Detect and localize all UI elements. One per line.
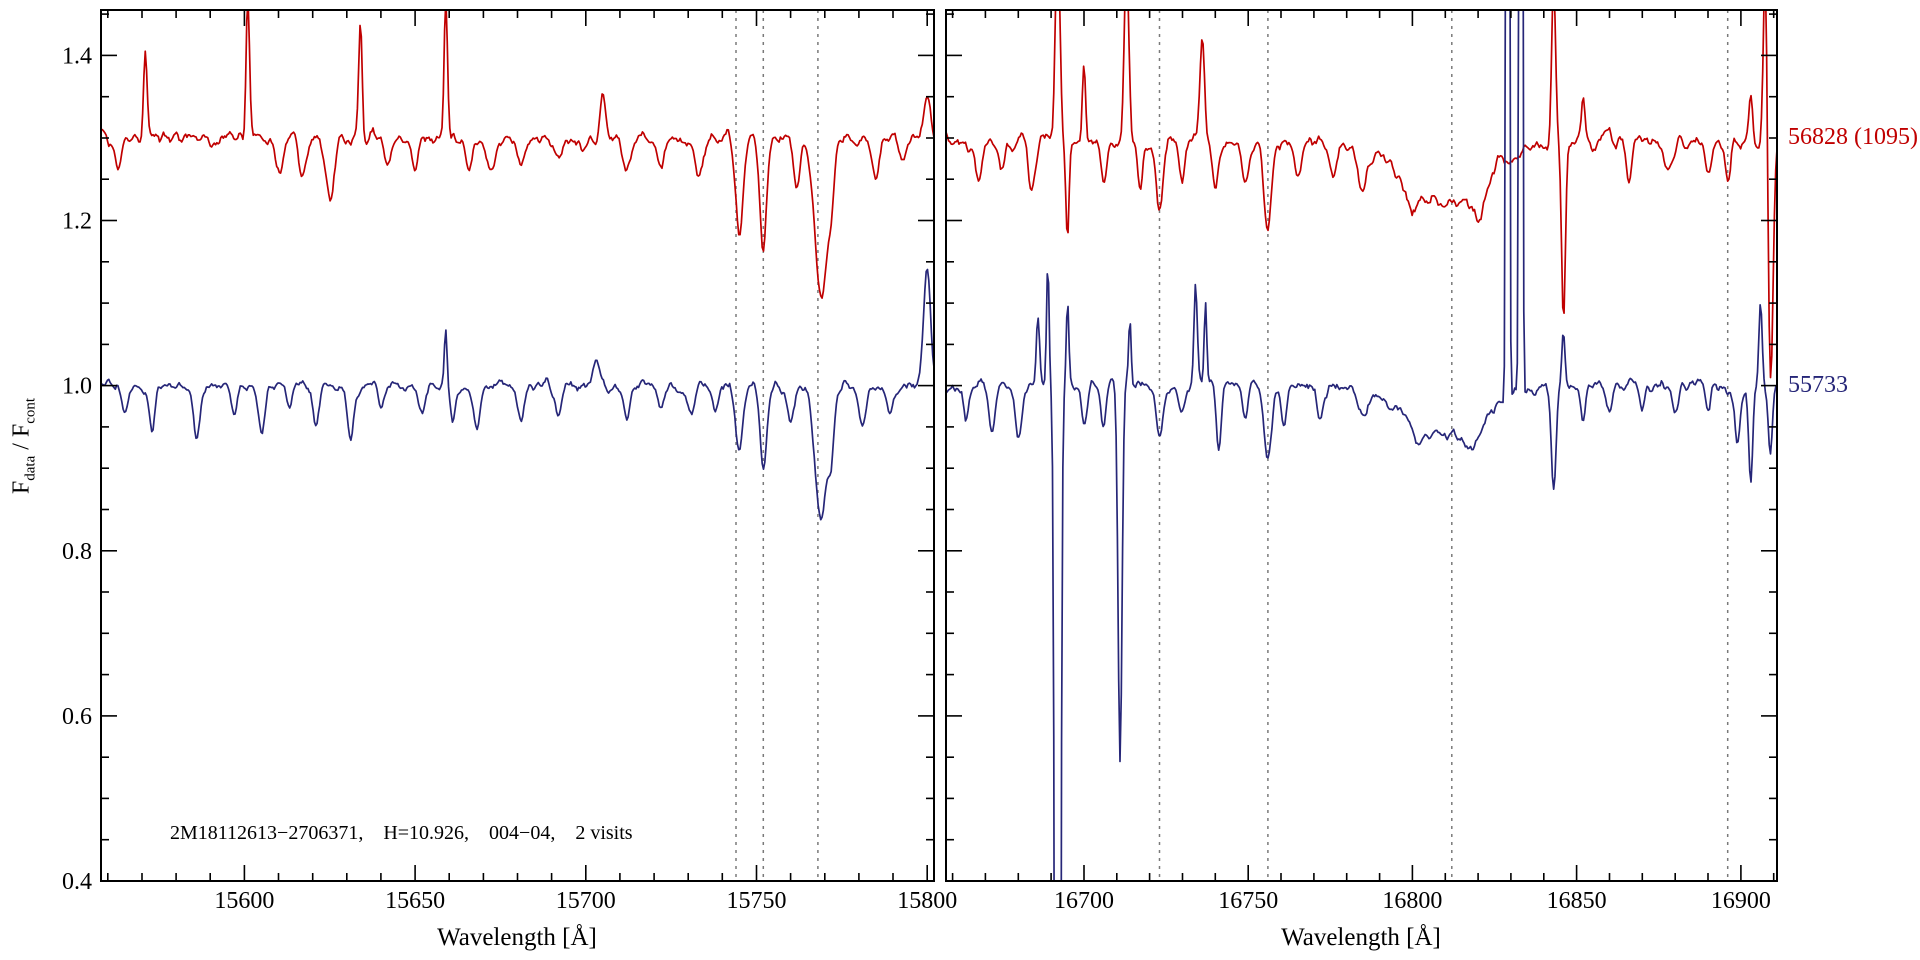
series-label-mjd-56828: 56828 (1095) bbox=[1788, 124, 1918, 150]
y-tick-label: 1.2 bbox=[62, 209, 92, 235]
y-axis-label-part: F bbox=[8, 480, 35, 495]
x-tick-label: 15700 bbox=[556, 888, 616, 914]
panel-frame bbox=[945, 9, 1778, 882]
x-tick-label: 16900 bbox=[1711, 888, 1771, 914]
y-axis-label: Fdata / Fcont bbox=[9, 398, 40, 494]
spectrum-line-568281095 bbox=[101, 10, 934, 299]
spectrum-line-55733 bbox=[101, 268, 934, 521]
y-tick-label: 1.4 bbox=[62, 43, 92, 69]
x-axis-label-right-panel: Wavelength [Å] bbox=[1281, 924, 1441, 951]
y-tick-label: 1.0 bbox=[62, 374, 92, 400]
x-tick-label: 15800 bbox=[897, 888, 957, 914]
x-tick-label: 15650 bbox=[385, 888, 445, 914]
y-tick-label: 0.8 bbox=[62, 539, 92, 565]
y-axis-label-sub: cont bbox=[22, 397, 39, 424]
y-axis-label-part: F bbox=[8, 423, 35, 438]
x-tick-label: 15750 bbox=[727, 888, 787, 914]
x-tick-label: 16700 bbox=[1054, 888, 1114, 914]
x-tick-label: 16800 bbox=[1382, 888, 1442, 914]
target-annotation: 2M18112613−2706371, H=10.926, 004−04, 2 … bbox=[170, 822, 633, 844]
x-tick-label: 16850 bbox=[1547, 888, 1607, 914]
panel-frame bbox=[100, 9, 935, 882]
y-axis-label-sub: data bbox=[22, 455, 39, 481]
y-tick-label: 0.6 bbox=[62, 704, 92, 730]
series-label-mjd-55733: 55733 bbox=[1788, 372, 1848, 398]
y-axis-label-part: / bbox=[8, 437, 35, 456]
x-tick-label: 15600 bbox=[214, 888, 274, 914]
x-axis-label-left-panel: Wavelength [Å] bbox=[437, 924, 597, 951]
x-tick-label: 16750 bbox=[1218, 888, 1278, 914]
spectrum-line-568281095 bbox=[946, 10, 1777, 379]
spectrum-line-55733 bbox=[946, 10, 1777, 881]
y-tick-label: 0.4 bbox=[62, 869, 92, 895]
